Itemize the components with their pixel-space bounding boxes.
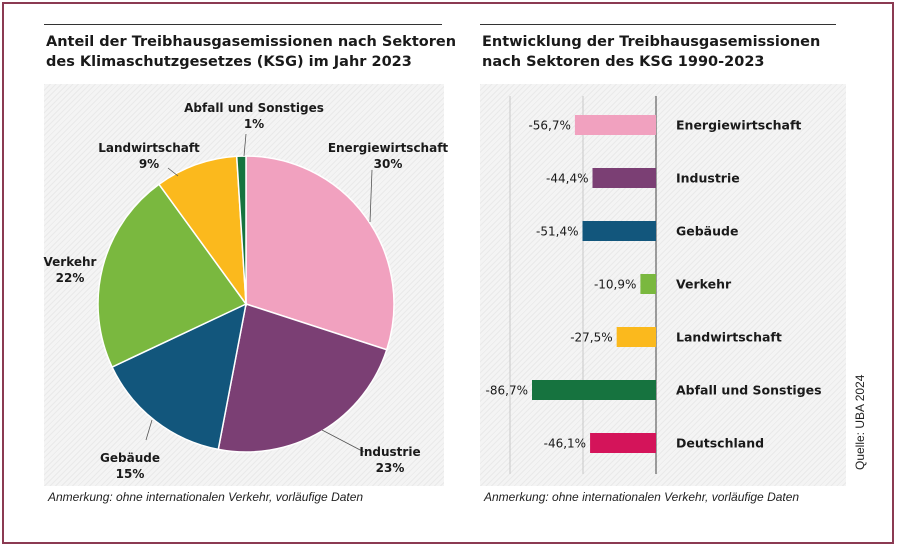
bar-value-deutschland: -46,1% (544, 437, 586, 451)
pie-value-verkehr: 22% (56, 271, 85, 285)
pie-label-landwirtschaft: Landwirtschaft (98, 141, 200, 155)
bar-energiewirtschaft (574, 115, 656, 135)
pie-title-line2: des Klimaschutzgesetzes (KSG) im Jahr 20… (46, 54, 412, 70)
pie-value-gebaeude: 15% (116, 467, 145, 481)
bar-value-verkehr: -10,9% (594, 278, 636, 292)
right-panel-rule (480, 24, 836, 25)
bar-category-deutschland: Deutschland (676, 436, 764, 451)
bar-abfall-und-sonstiges (532, 380, 656, 400)
bar-landwirtschaft (616, 327, 656, 347)
pie-title-line1: Anteil der Treibhausgasemissionen nach S… (46, 34, 457, 50)
bar-title: Entwicklung der Treibhausgasemissionen n… (482, 32, 820, 72)
bar-value-gebaeude: -51,4% (536, 225, 578, 239)
pie-slice-verkehr (97, 183, 248, 369)
bar-title-line2: nach Sektoren des KSG 1990-2023 (482, 54, 765, 70)
pie-value-industrie: 23% (376, 461, 405, 475)
bar-category-industrie: Industrie (676, 171, 740, 186)
bar-title-line1: Entwicklung der Treibhausgasemissionen (482, 34, 821, 50)
pie-label-verkehr: Verkehr (44, 255, 97, 269)
pie-leader-landwirtschaft (167, 167, 179, 177)
pie-label-industrie: Industrie (359, 445, 420, 459)
bar-gebaeude (582, 221, 656, 241)
bar-category-landwirtschaft: Landwirtschaft (676, 330, 782, 345)
pie-label-energiewirtschaft: Energiewirtschaft (328, 141, 449, 155)
pie-slice-energiewirtschaft (245, 155, 395, 351)
bar-value-landwirtschaft: -27,5% (570, 331, 612, 345)
pie-slice-gebaeude (111, 302, 248, 451)
bar-category-verkehr: Verkehr (676, 277, 732, 292)
pie-label-abfall-und-sonstiges: Abfall und Sonstiges (184, 101, 324, 115)
pie-value-landwirtschaft: 9% (139, 157, 159, 171)
left-panel-rule (44, 24, 442, 25)
pie-value-abfall-und-sonstiges: 1% (244, 117, 264, 131)
pie-title: Anteil der Treibhausgasemissionen nach S… (46, 32, 456, 72)
source-label: Quelle: UBA 2024 (853, 374, 867, 470)
bar-value-industrie: -44,4% (546, 172, 588, 186)
pie-leader-gebaeude (145, 419, 153, 441)
bar-category-abfall-und-sonstiges: Abfall und Sonstiges (676, 383, 822, 398)
bar-panel-background (480, 84, 846, 486)
pie-leader-abfall-und-sonstiges (243, 133, 247, 157)
bar-note: Anmerkung: ohne internationalen Verkehr,… (484, 490, 800, 504)
bar-deutschland (590, 433, 656, 453)
bar-category-gebaeude: Gebäude (676, 224, 738, 239)
pie-slice-abfall-und-sonstiges (235, 155, 247, 305)
pie-slice-landwirtschaft (157, 155, 247, 307)
pie-leader-industrie (321, 429, 365, 453)
pie-slice-industrie (217, 303, 388, 453)
bar-value-energiewirtschaft: -56,7% (528, 119, 570, 133)
pie-value-energiewirtschaft: 30% (374, 157, 403, 171)
pie-leader-energiewirtschaft (369, 169, 373, 223)
bar-category-energiewirtschaft: Energiewirtschaft (676, 118, 801, 133)
bar-verkehr (640, 274, 656, 294)
pie-label-gebaeude: Gebäude (100, 451, 160, 465)
bar-industrie (592, 168, 656, 188)
pie-note: Anmerkung: ohne internationalen Verkehr,… (48, 490, 364, 504)
bar-value-abfall-und-sonstiges: -86,7% (486, 384, 528, 398)
